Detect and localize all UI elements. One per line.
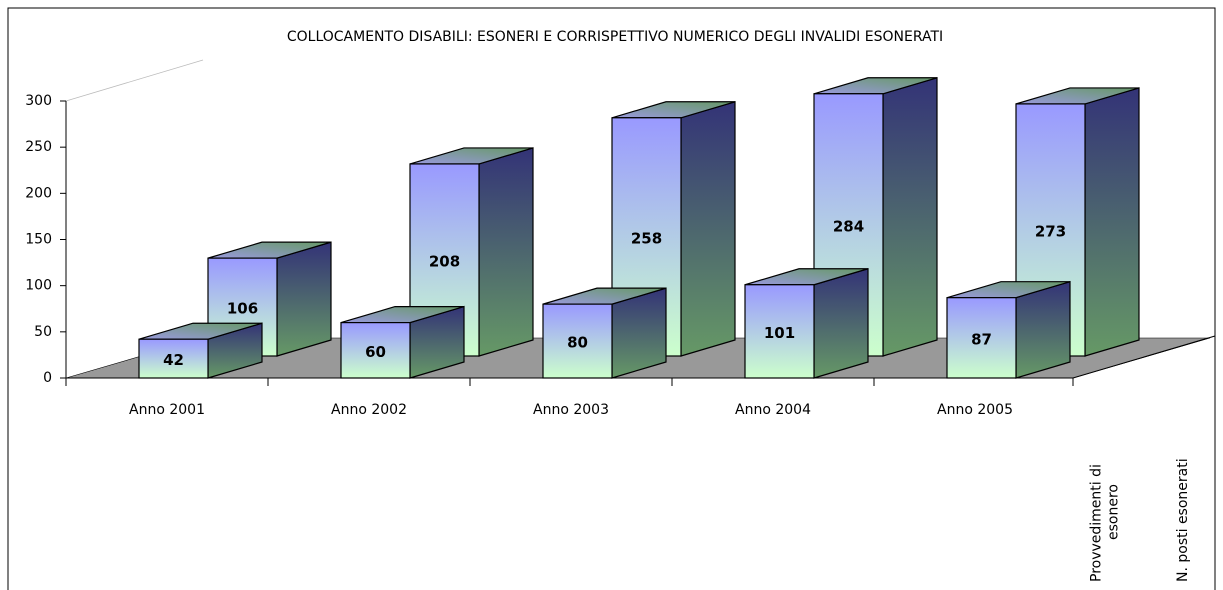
- value-label: 258: [631, 229, 662, 247]
- series-label: Provvedimenti diesonero: [1089, 464, 1122, 582]
- y-tick-label: 200: [25, 185, 52, 201]
- value-label: 101: [764, 324, 795, 342]
- x-tick-label: Anno 2003: [533, 402, 609, 418]
- value-label: 60: [365, 343, 386, 361]
- bar: [542, 303, 613, 379]
- series-label-line: Provvedimenti di: [1089, 464, 1105, 582]
- value-label: 208: [429, 252, 460, 270]
- value-label: 42: [163, 351, 184, 369]
- y-tick-label: 250: [25, 139, 52, 155]
- bar: [744, 284, 815, 379]
- bar-side: [1084, 87, 1140, 357]
- series-label-line: esonero: [1105, 484, 1121, 540]
- depth-axis: [1072, 335, 1216, 379]
- bar-side: [478, 147, 534, 357]
- x-tick-label: Anno 2002: [331, 402, 407, 418]
- x-tick-label: Anno 2004: [735, 402, 811, 418]
- chart-title: COLLOCAMENTO DISABILI: ESONERI E CORRISP…: [287, 29, 943, 45]
- bar-side: [1015, 280, 1071, 379]
- value-label: 87: [971, 330, 992, 348]
- y-tick-label: 100: [25, 278, 52, 294]
- y-tick-label: 50: [34, 324, 52, 340]
- bar: [946, 297, 1017, 379]
- bar-side: [813, 267, 869, 379]
- y-tick-label: 150: [25, 232, 52, 248]
- bar-side: [882, 76, 938, 357]
- y-tick-label: 0: [43, 370, 52, 386]
- bar-side: [680, 100, 736, 357]
- value-label: 273: [1035, 222, 1066, 240]
- bar: [138, 338, 209, 379]
- bar-side: [276, 241, 332, 357]
- value-label: 284: [833, 217, 864, 235]
- value-label: 106: [227, 300, 258, 318]
- chart-border: [7, 7, 1216, 590]
- x-tick-label: Anno 2001: [129, 402, 205, 418]
- series-label: N. posti esonerati: [1175, 458, 1191, 582]
- wall-edge: [65, 59, 204, 102]
- x-tick-label: Anno 2005: [937, 402, 1013, 418]
- y-tick-label: 300: [25, 93, 52, 109]
- bar: [340, 322, 411, 379]
- value-label: 80: [567, 334, 588, 352]
